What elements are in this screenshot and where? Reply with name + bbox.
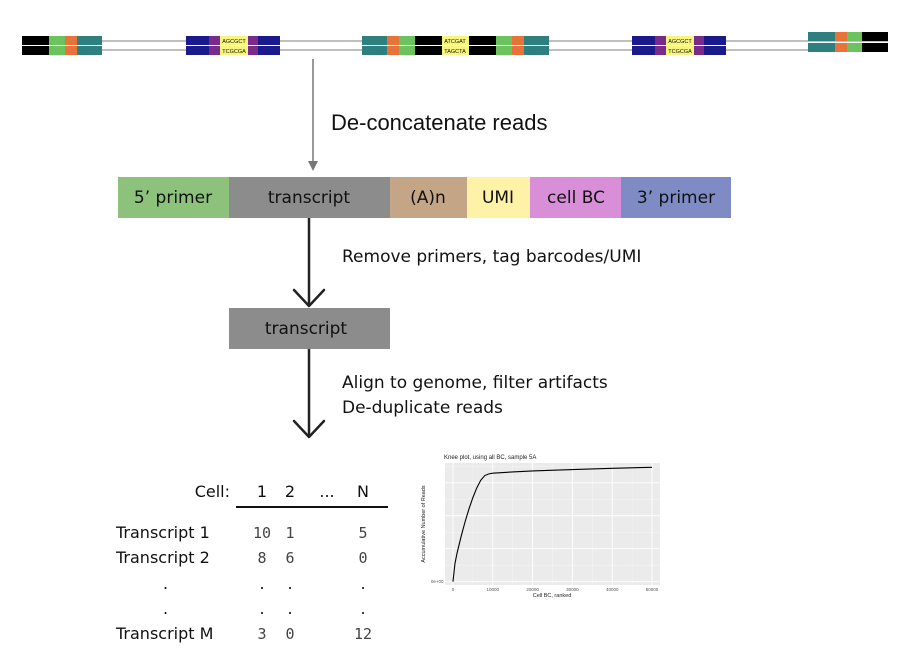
matrix-cell-value: . [259, 574, 264, 593]
segment-label: 5’ primer [134, 188, 212, 208]
matrix-cell-value: . [287, 574, 292, 593]
segment-transcript [229, 177, 390, 218]
read-structure-bar: 5’ primer transcript (A)n UMI cell BC 3’… [118, 177, 731, 218]
matrix-cell-value: 3 [257, 625, 266, 643]
step-deconcatenate-label: De-concatenate reads [331, 110, 547, 135]
read-segment [22, 36, 102, 55]
matrix-column-header: 2 [285, 482, 295, 501]
transcript-box [229, 308, 390, 349]
concatenated-reads: AGCGCT TCGCGA ATCGAT TAGCTA [22, 32, 888, 55]
matrix-column-header: ... [319, 482, 334, 501]
adapter-seq-bottom: TCGCGA [668, 49, 692, 55]
segment-cell-bc [530, 177, 621, 218]
matrix-row-label: . [163, 599, 168, 618]
transcript-box-label: transcript [265, 319, 348, 339]
matrix-cell-value: 6 [285, 549, 294, 567]
segment-label: UMI [482, 188, 514, 208]
knee-plot: Knee plot, using all BC, sample 5A 0 1000… [421, 455, 660, 599]
arrow-align [292, 349, 326, 439]
matrix-rows: Transcript 1 10 1 5 Transcript 2 8 6 0....... . T… [115, 523, 372, 643]
x-axis-label: Cell BC, ranked [533, 593, 572, 599]
y-axis-label: Accumulative Number of Reads [421, 485, 427, 563]
step-dedup-label: De-duplicate reads [342, 398, 503, 418]
read-segment [808, 32, 888, 52]
adapter-seq-top: AGCGCT [668, 39, 692, 45]
adapter-seq-top: ATCGAT [444, 39, 466, 45]
adapter-block: ATCGAT TAGCTA [442, 36, 469, 55]
x-tick-label: 30000 [566, 587, 579, 592]
step-align-label: Align to genome, filter artifacts [342, 373, 608, 393]
matrix-cell-value: . [360, 574, 365, 593]
step-remove-primers-label: Remove primers, tag barcodes/UMI [342, 247, 641, 267]
matrix-cell-value: . [259, 599, 264, 618]
matrix-cell-value: 0 [358, 549, 367, 567]
matrix-column-header: N [357, 482, 369, 501]
matrix-row-label: Transcript 2 [115, 548, 210, 567]
matrix-cell-value: . [360, 599, 365, 618]
segment-5prime-primer [118, 177, 229, 218]
segment-polya [390, 177, 467, 218]
matrix-row-label: . [163, 574, 168, 593]
segment-3prime-primer [621, 177, 731, 218]
matrix-cell-value: 1 [285, 524, 294, 542]
matrix-row-label: Transcript 1 [115, 523, 210, 542]
segment-label: 3’ primer [637, 188, 715, 208]
adapter-block: AGCGCT TCGCGA [632, 36, 726, 55]
matrix-cell-value: 5 [358, 524, 367, 542]
matrix-row-label: Transcript M [115, 624, 213, 643]
segment-label: transcript [268, 188, 351, 208]
chart-title: Knee plot, using all BC, sample 5A [444, 455, 536, 461]
series-line [452, 466, 653, 582]
matrix-cell-label: Cell: [195, 482, 230, 501]
matrix-cell-value: . [287, 599, 292, 618]
x-tick-label: 50000 [646, 587, 659, 592]
matrix-cell-value: 0 [285, 625, 294, 643]
adapter-seq-bottom: TAGCTA [444, 49, 466, 55]
count-matrix: Cell: 1 2 ... N Transcript 1 10 1 5Transcri… [115, 482, 388, 643]
matrix-cell-value: 8 [257, 549, 266, 567]
matrix-column-header: 1 [257, 482, 267, 501]
adapter-block: AGCGCT TCGCGA [186, 36, 280, 55]
x-tick-label: 10000 [487, 587, 500, 592]
segment-label: (A)n [410, 188, 446, 208]
read-segment [469, 36, 549, 55]
segment-umi [467, 177, 530, 218]
read-segment [362, 36, 442, 55]
plot-grid [445, 463, 660, 585]
x-tick-label: 20000 [526, 587, 539, 592]
y-tick-label: 0e+00 [431, 579, 444, 584]
adapter-seq-top: AGCGCT [222, 39, 246, 45]
arrow-remove-primers [292, 218, 326, 308]
segment-label: cell BC [547, 188, 605, 208]
x-tick-label: 40000 [606, 587, 619, 592]
adapter-seq-bottom: TCGCGA [222, 49, 246, 55]
plot-ticks: 0 10000 20000 30000 40000 50000 0e+00 [431, 579, 659, 592]
x-tick-label: 0 [452, 587, 455, 592]
matrix-cell-value: 12 [354, 625, 372, 643]
matrix-cell-value: 10 [253, 524, 271, 542]
